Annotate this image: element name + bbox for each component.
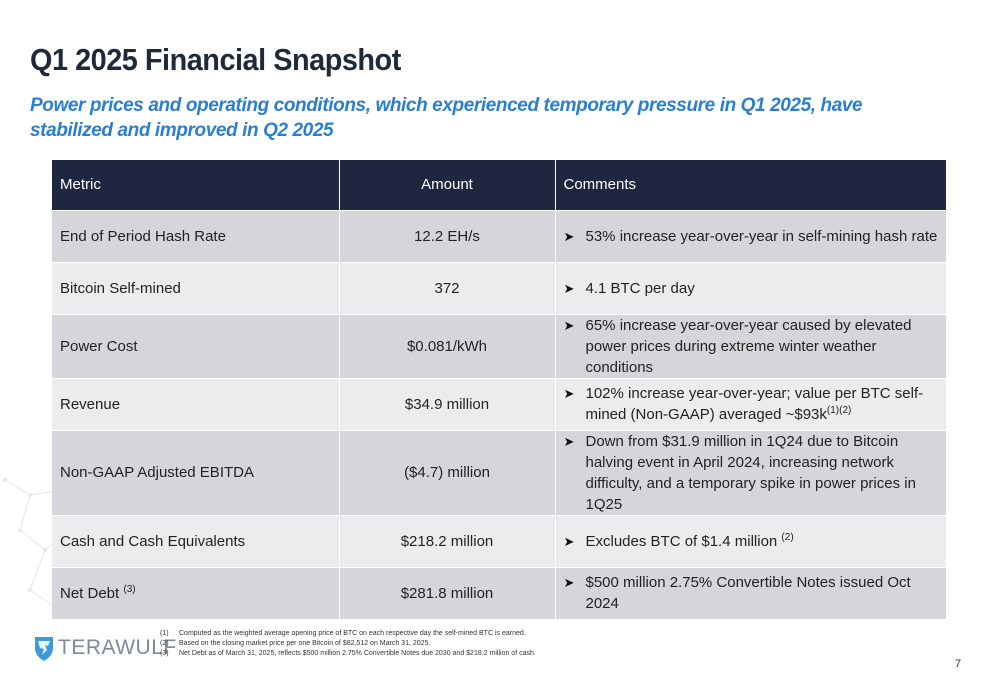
column-header-metric: Metric [52,160,340,210]
amount-cell: 372 [339,261,556,314]
table-row-cash: Cash and Cash Equivalents $218.2 million… [52,514,946,567]
metric-cell: Cash and Cash Equivalents [52,514,340,567]
metric-cell: Power Cost [52,313,340,378]
page-number: 7 [955,658,962,670]
comment-text: 53% increase year-over-year in self-mini… [585,227,938,245]
arrow-bullet-icon: ➤ [563,533,575,549]
comment-text: 65% increase year-over-year caused by el… [585,316,912,376]
comment-text: 102% increase year-over-year; value per … [585,385,924,423]
logo-text: TERAWULF [58,636,177,659]
amount-cell: $281.8 million [339,566,556,619]
page-title: Q1 2025 Financial Snapshot [30,42,401,77]
metric-cell: End of Period Hash Rate [52,209,340,262]
comment-text: 4.1 BTC per day [585,279,695,297]
comment-text: $500 million 2.75% Convertible Notes iss… [585,574,911,613]
arrow-bullet-icon: ➤ [563,386,575,401]
footnote-item: (3) Net Debt as of March 31, 2025, reflec… [160,650,536,657]
comment-cell: ➤ 53% increase year-over-year in self-min… [555,209,946,262]
metric-cell: Revenue [52,377,340,430]
table-row-net-debt: Net Debt (3) $281.8 million ➤ $500 millio… [52,566,946,619]
footnote-ref: (3) [123,583,136,595]
arrow-bullet-icon: ➤ [563,317,575,333]
amount-cell: $0.081/kWh [339,313,556,378]
comment-cell: ➤ 4.1 BTC per day [555,261,946,314]
table-row-power-cost: Power Cost $0.081/kWh ➤ 65% increase year… [52,313,946,378]
table-row-hash-rate: End of Period Hash Rate 12.2 EH/s ➤ 53% i… [52,209,946,262]
comment-cell: ➤ Excludes BTC of $1.4 million (2) [555,514,946,567]
table-header-row: Metric Amount Comments [52,160,946,210]
metric-cell: Bitcoin Self-mined [52,261,340,314]
comment-cell: ➤ Down from $31.9 million in 1Q24 due to … [555,429,946,515]
arrow-bullet-icon: ➤ [563,280,575,296]
metric-text: Net Debt [60,584,120,602]
table-row-bitcoin-self-mined: Bitcoin Self-mined 372 ➤ 4.1 BTC per day [52,261,946,314]
column-header-comments: Comments [555,160,946,210]
page-subtitle: Power prices and operating conditions, w… [30,95,863,141]
metric-cell: Non-GAAP Adjusted EBITDA [52,429,340,515]
wolf-shield-icon [35,637,53,661]
footnote-item: (1) Computed as the weighted average open… [160,630,526,637]
footnote-item: (2) Based on the closing market price per… [160,640,431,647]
amount-cell: ($4.7) million [339,429,556,515]
table-row-adjusted-ebitda: Non-GAAP Adjusted EBITDA ($4.7) million … [52,429,946,515]
comment-cell: ➤ 102% increase year-over-year; value per… [555,377,946,430]
amount-cell: 12.2 EH/s [339,209,556,262]
table-row-revenue: Revenue $34.9 million ➤ 102% increase yea… [52,377,946,430]
comment-text: Excludes BTC of $1.4 million [585,532,778,550]
amount-cell: $218.2 million [339,514,556,567]
comment-text: Down from $31.9 million in 1Q24 due to B… [585,432,916,513]
terawulf-logo: TERAWULF [33,634,177,662]
arrow-bullet-icon: ➤ [563,433,575,449]
amount-cell: $34.9 million [339,377,556,430]
footnote-ref: (1)(2) [826,405,852,416]
arrow-bullet-icon: ➤ [563,228,575,244]
footnotes: (1) Computed as the weighted average open… [160,629,860,659]
comment-cell: ➤ 65% increase year-over-year caused by e… [555,313,946,378]
financial-snapshot-table: Metric Amount Comments End of Period Has… [52,160,946,619]
comment-cell: ➤ $500 million 2.75% Convertible Notes is… [555,566,946,619]
column-header-amount: Amount [339,160,556,210]
arrow-bullet-icon: ➤ [563,575,575,591]
footnote-ref: (2) [781,531,794,543]
metric-cell: Net Debt (3) [52,566,340,619]
